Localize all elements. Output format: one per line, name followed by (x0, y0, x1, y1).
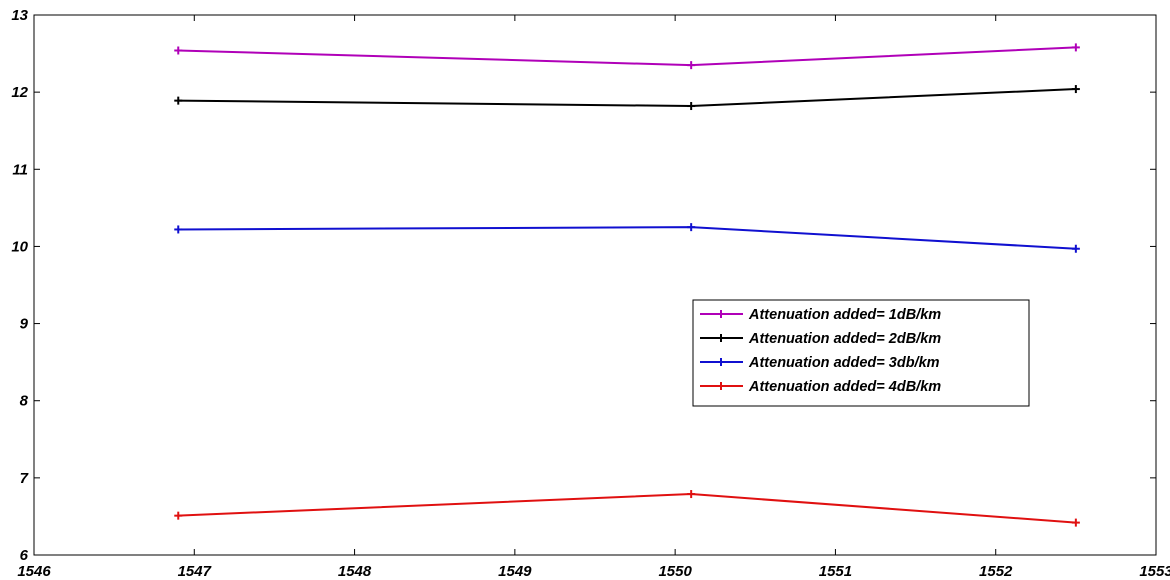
legend-label: Attenuation added= 1dB/km (748, 307, 941, 323)
x-tick-label: 1552 (979, 563, 1013, 580)
y-tick-label: 10 (11, 238, 28, 255)
x-tick-label: 1548 (338, 563, 372, 580)
y-tick-label: 8 (20, 393, 29, 410)
y-tick-label: 13 (11, 7, 28, 24)
y-tick-label: 7 (20, 470, 29, 487)
x-tick-label: 1546 (17, 563, 51, 580)
x-tick-label: 1553 (1139, 563, 1170, 580)
y-tick-label: 9 (20, 316, 29, 333)
plot-area (34, 15, 1156, 555)
legend-label: Attenuation added= 4dB/km (748, 379, 941, 395)
x-tick-label: 1547 (178, 563, 212, 580)
x-tick-label: 1549 (498, 563, 532, 580)
x-tick-label: 1551 (819, 563, 852, 580)
x-tick-label: 1550 (658, 563, 692, 580)
legend-label: Attenuation added= 2dB/km (748, 331, 941, 347)
y-tick-label: 6 (20, 547, 29, 564)
y-tick-label: 11 (12, 161, 28, 178)
legend: Attenuation added= 1dB/km Attenuation add… (693, 300, 1029, 406)
y-tick-label: 12 (11, 84, 28, 101)
legend-label: Attenuation added= 3db/km (748, 355, 940, 371)
